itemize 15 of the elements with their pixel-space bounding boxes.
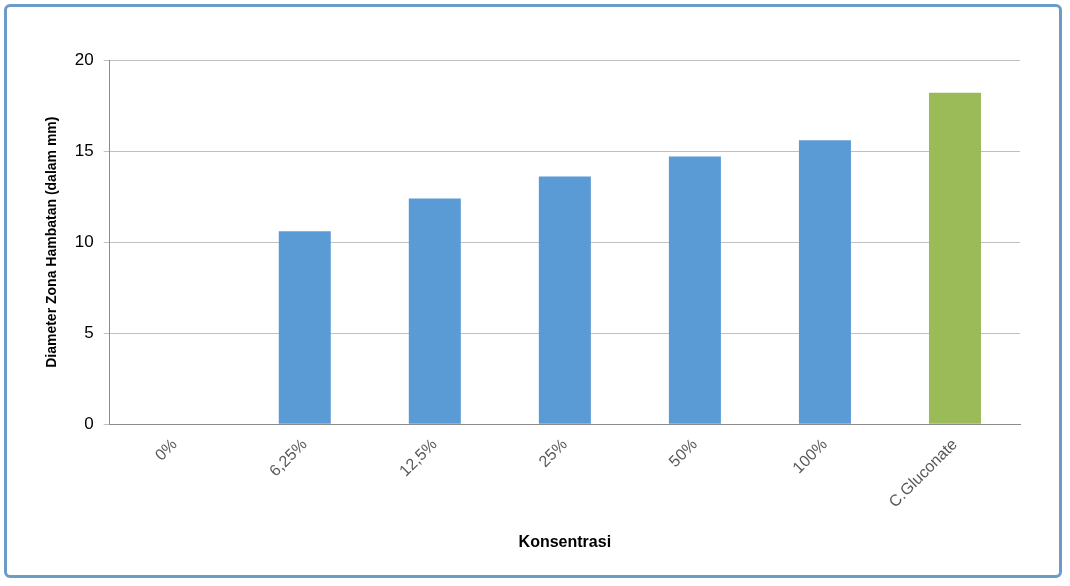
x-tick-label: 50%: [665, 435, 701, 471]
bar: [668, 156, 721, 424]
bar: [408, 198, 461, 424]
bar: [928, 92, 981, 424]
bar: [538, 176, 591, 424]
bar: [798, 140, 851, 424]
y-axis-title: Diameter Zona Hambatan (dalam mm): [43, 116, 60, 368]
y-tick-label: 15: [74, 140, 94, 160]
x-axis-title: Konsentrasi: [518, 532, 612, 550]
x-tick-label: 0%: [151, 435, 180, 464]
bar: [278, 231, 331, 424]
y-tick-label: 5: [84, 322, 94, 342]
y-tick-label: 0: [84, 414, 94, 434]
y-tick-label: 20: [74, 49, 94, 69]
y-tick-label: 10: [74, 231, 94, 251]
